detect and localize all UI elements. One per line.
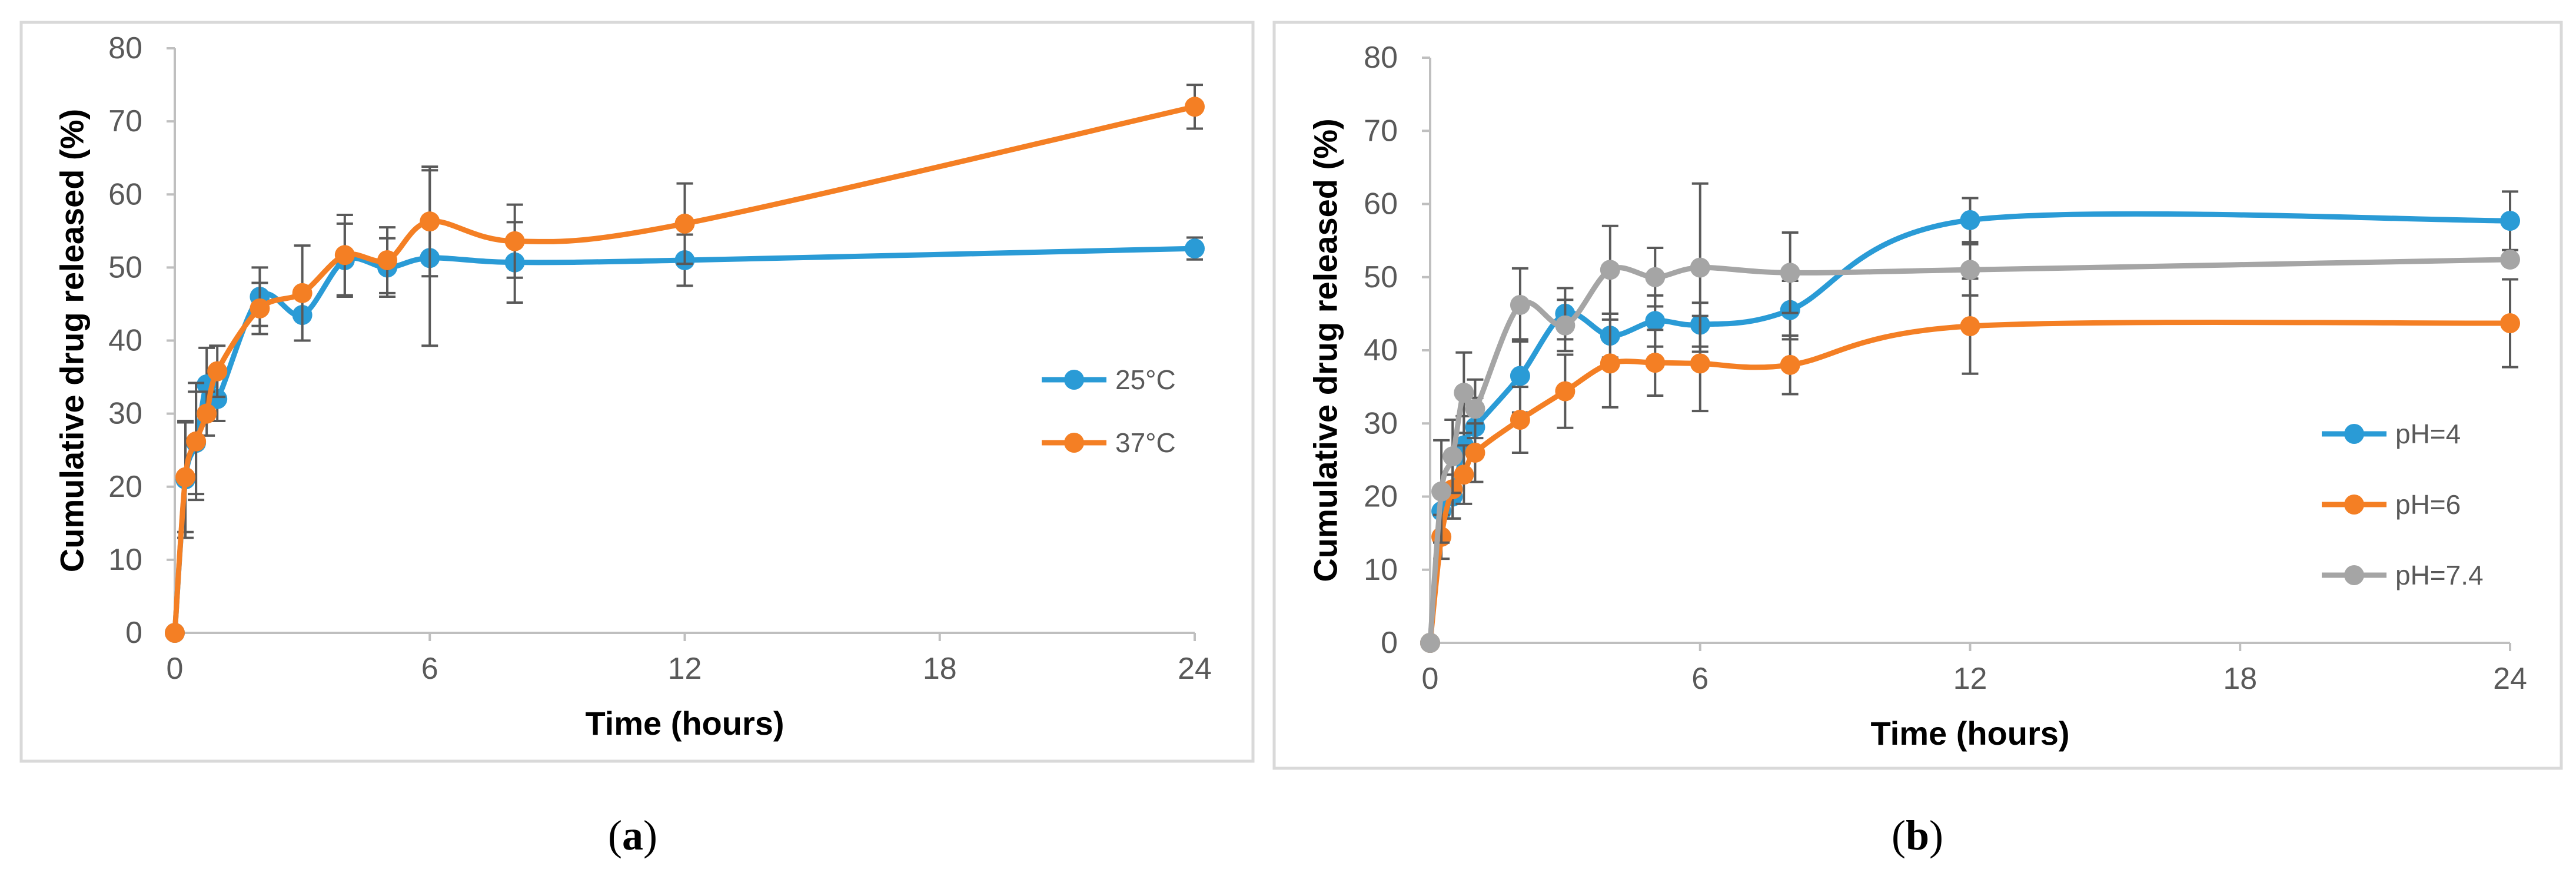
legend-marker	[1064, 433, 1084, 453]
y-axis-title: Cumulative drug released (%)	[1307, 118, 1344, 582]
x-tick-label: 6	[421, 652, 438, 686]
data-point	[504, 231, 525, 251]
x-axis-title: Time (hours)	[585, 705, 784, 742]
data-point	[1510, 410, 1530, 430]
data-point	[186, 431, 207, 452]
legend-label: pH=7.4	[2395, 560, 2484, 590]
data-point	[197, 403, 217, 424]
x-tick-label: 18	[2223, 662, 2257, 696]
y-tick-label: 20	[108, 470, 142, 504]
data-point	[377, 250, 398, 270]
y-tick-label: 80	[1364, 41, 1398, 75]
x-tick-label: 0	[1422, 662, 1439, 696]
panel-a-frame	[19, 21, 1255, 763]
legend-marker	[2344, 565, 2364, 585]
data-point	[1960, 210, 1980, 230]
caption-b: (b)	[1891, 812, 1944, 859]
data-point	[1555, 381, 1575, 402]
data-point	[1780, 263, 1800, 283]
caption-a: (a)	[608, 812, 657, 859]
data-point	[1454, 383, 1474, 403]
data-point	[175, 467, 196, 487]
data-point	[1555, 315, 1575, 336]
series-37°C	[165, 84, 1205, 643]
data-point	[1780, 354, 1800, 375]
data-point	[1960, 316, 1980, 336]
data-point	[1431, 481, 1452, 502]
series-pH=7.4	[1420, 182, 2520, 653]
legend-label: 37°C	[1115, 427, 1176, 458]
data-point	[2500, 313, 2520, 334]
data-point	[2500, 249, 2520, 270]
legend-marker	[2344, 424, 2364, 444]
y-tick-label: 30	[108, 397, 142, 431]
data-point	[1454, 464, 1474, 485]
data-point	[1690, 257, 1710, 278]
data-point	[1645, 267, 1666, 287]
y-tick-label: 40	[108, 324, 142, 358]
legend-marker	[1064, 370, 1084, 390]
y-tick-label: 10	[108, 543, 142, 577]
data-point	[165, 623, 185, 643]
legend-label: pH=6	[2395, 489, 2461, 520]
x-tick-label: 6	[1691, 662, 1709, 696]
y-tick-label: 20	[1364, 480, 1398, 514]
y-tick-label: 50	[108, 250, 142, 284]
data-point	[1960, 260, 1980, 280]
x-tick-label: 24	[2493, 662, 2527, 696]
legend-marker	[2344, 495, 2364, 515]
y-tick-label: 40	[1364, 333, 1398, 367]
data-point	[292, 283, 313, 303]
x-tick-label: 12	[668, 652, 702, 686]
legend-label: pH=4	[2395, 419, 2461, 449]
x-tick-label: 18	[923, 652, 957, 686]
data-point	[1465, 442, 1485, 463]
legend-label: 25°C	[1115, 364, 1176, 395]
x-tick-label: 12	[1953, 662, 1987, 696]
data-point	[2500, 211, 2520, 231]
y-tick-label: 70	[1364, 114, 1398, 148]
y-axis-title: Cumulative drug released (%)	[54, 109, 91, 572]
data-point	[1645, 353, 1666, 373]
chart-b: 0 10 20 30 40 50 60 70 80 0 6 12 18 24 Time (hours) Cum…	[1307, 41, 2527, 752]
y-tick-label: 0	[125, 616, 142, 650]
data-point	[1690, 353, 1710, 374]
data-point	[420, 211, 440, 232]
data-point	[1510, 366, 1530, 386]
y-tick-label: 70	[108, 104, 142, 138]
data-point	[1442, 446, 1463, 467]
y-tick-label: 60	[1364, 187, 1398, 221]
data-point	[1510, 294, 1530, 315]
data-point	[250, 298, 270, 318]
data-point	[1420, 633, 1440, 653]
data-point	[334, 245, 355, 266]
data-point	[1645, 311, 1666, 331]
y-tick-label: 60	[108, 177, 142, 211]
x-tick-label: 0	[167, 652, 184, 686]
data-point	[207, 361, 228, 381]
y-tick-label: 0	[1381, 626, 1398, 660]
data-point	[1185, 97, 1205, 117]
y-tick-label: 80	[108, 31, 142, 65]
y-tick-label: 50	[1364, 260, 1398, 294]
data-point	[1465, 399, 1485, 419]
chart-a: 0 10 20 30 40 50 60 70 80 0 6 12 18 24 Time (hours) Cum…	[54, 31, 1212, 742]
data-point	[1185, 238, 1205, 259]
data-point	[1600, 260, 1620, 280]
data-point	[674, 213, 695, 234]
y-tick-label: 10	[1364, 553, 1398, 587]
x-tick-label: 24	[1178, 652, 1212, 686]
y-tick-label: 30	[1364, 406, 1398, 440]
data-point	[1600, 353, 1620, 374]
x-axis-title: Time (hours)	[1870, 715, 2069, 752]
